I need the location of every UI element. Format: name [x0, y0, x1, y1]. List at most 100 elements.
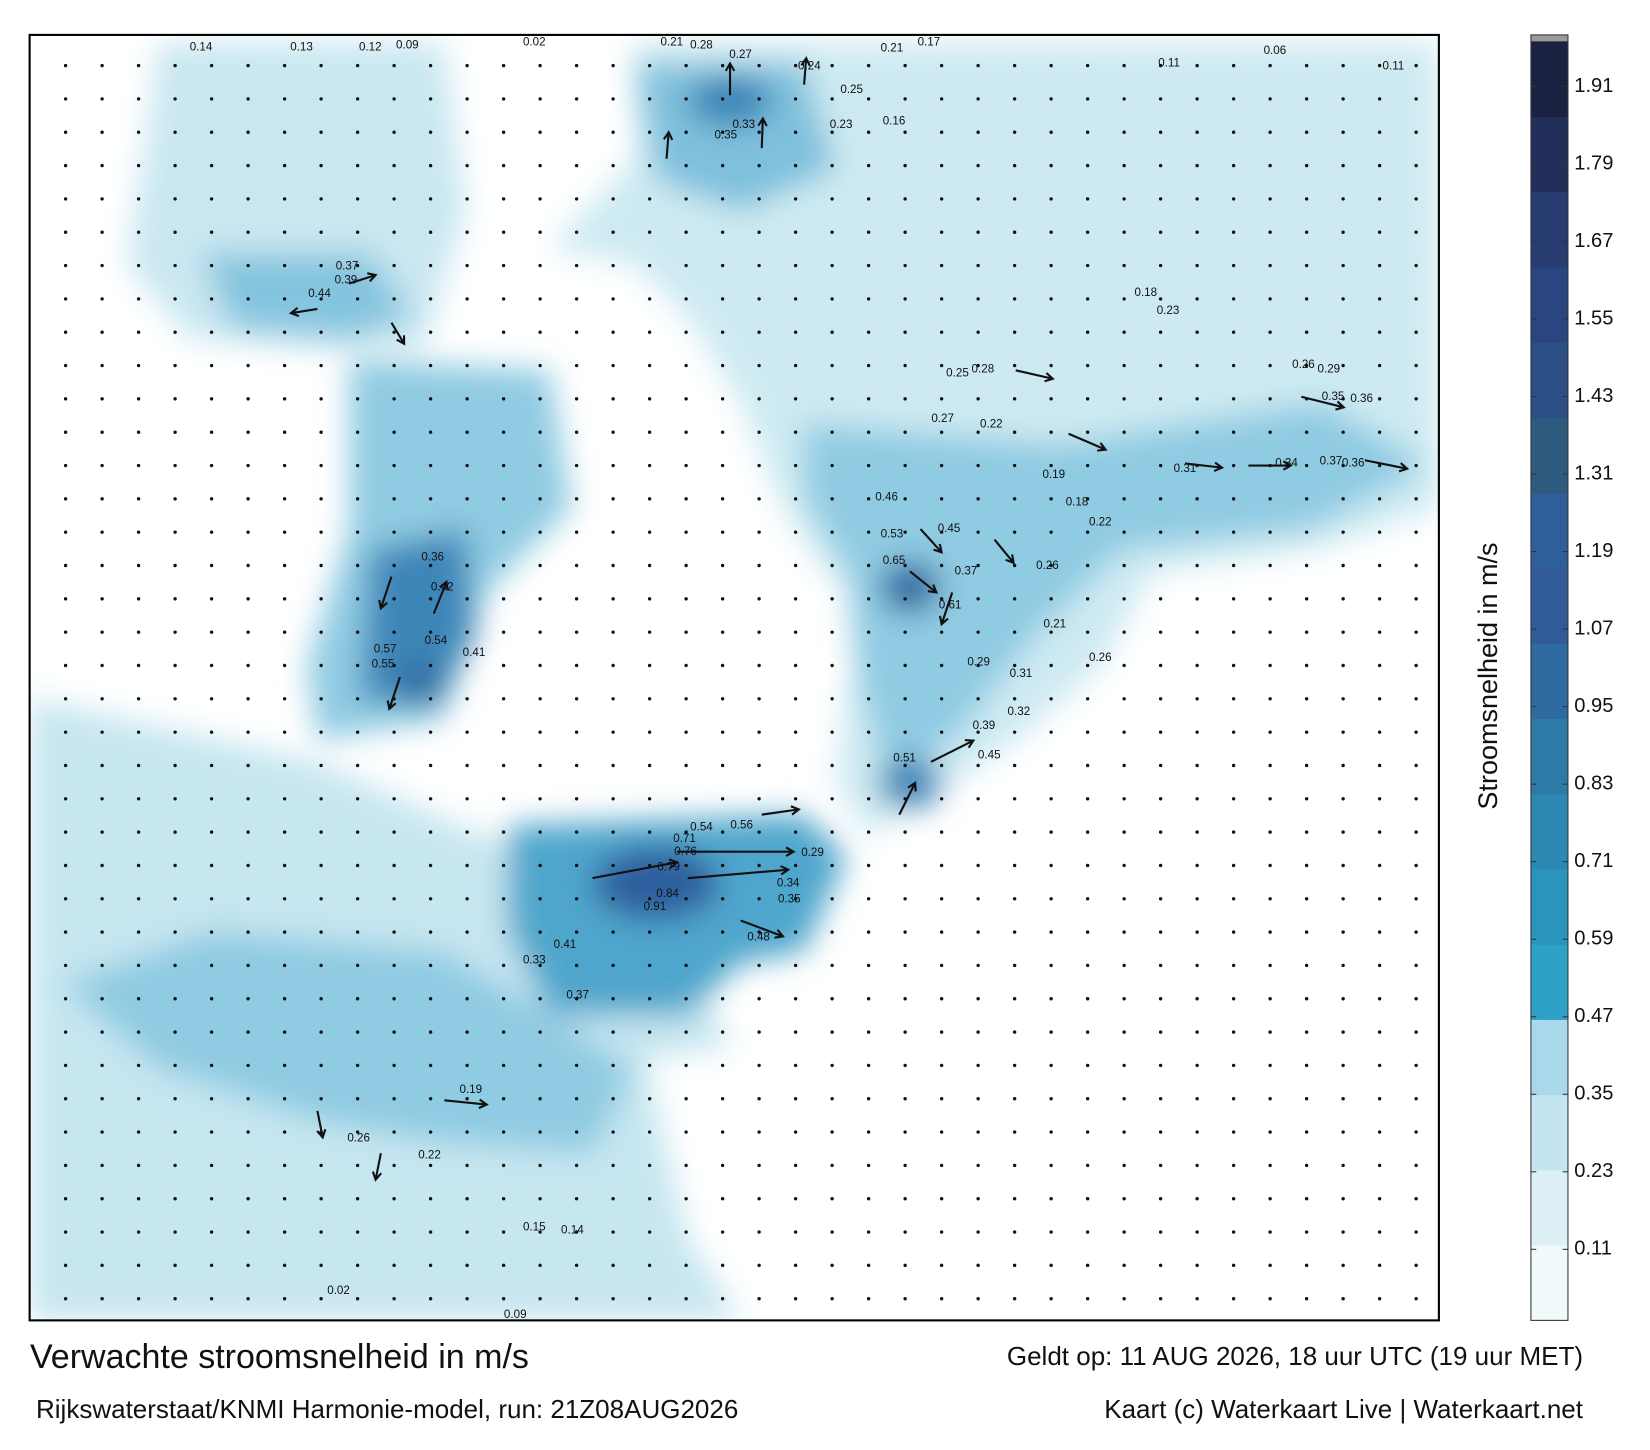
grid-dot: [720, 330, 725, 334]
grid-dot: [100, 263, 104, 268]
grid-dot: [392, 1230, 396, 1234]
grid-dot: [282, 263, 287, 268]
grid-dot: [173, 1230, 177, 1234]
grid-dot: [355, 697, 360, 701]
grid-dot: [720, 663, 725, 668]
grid-dot: [355, 797, 360, 801]
grid-dot: [1414, 863, 1418, 868]
grid-dot: [903, 463, 907, 468]
grid-dot: [1085, 797, 1090, 801]
grid-dot: [209, 363, 214, 368]
grid-dot: [173, 297, 177, 301]
grid-dot: [319, 763, 323, 768]
current-arrow: [592, 858, 680, 880]
grid-dot: [246, 1230, 250, 1234]
current-arrow: [1248, 460, 1293, 471]
grid-dot: [1122, 230, 1126, 234]
grid-dot: [246, 230, 250, 234]
grid-dot: [392, 730, 396, 734]
speed-label: 0.39: [973, 719, 996, 732]
grid-dot: [720, 697, 725, 701]
grid-dot: [428, 1197, 433, 1201]
grid-dot: [793, 963, 798, 968]
grid-dot: [793, 897, 798, 901]
grid-dot: [647, 1030, 652, 1034]
grid-dot: [1085, 430, 1090, 434]
grid-dot: [428, 163, 433, 168]
grid-dot: [757, 630, 761, 634]
grid-dot: [1049, 130, 1053, 134]
grid-dot: [538, 363, 542, 368]
grid-dot: [793, 763, 798, 768]
grid-dot: [1012, 997, 1017, 1001]
grid-dot: [63, 1230, 68, 1234]
grid-dot: [1414, 797, 1418, 801]
grid-dot: [1158, 663, 1163, 668]
grid-dot: [173, 863, 177, 868]
grid-dot: [830, 797, 834, 801]
grid-dot: [319, 1297, 323, 1301]
grid-dot: [830, 663, 834, 668]
grid-dot: [63, 630, 68, 634]
speed-label: 0.06: [1264, 44, 1287, 57]
grid-dot: [100, 1063, 104, 1068]
grid-dot: [1049, 397, 1053, 401]
grid-dot: [392, 363, 396, 368]
grid-dot: [246, 597, 250, 601]
grid-dot: [866, 230, 871, 234]
grid-dot: [976, 497, 980, 501]
speed-label: 0.29: [1318, 362, 1341, 375]
grid-dot: [976, 297, 980, 301]
grid-dot: [465, 897, 469, 901]
grid-dot: [574, 1230, 579, 1234]
grid-dot: [1341, 997, 1345, 1001]
grid-dot: [976, 697, 980, 701]
grid-dot: [63, 263, 68, 268]
colorbar-tick-label: 0.35: [1574, 1083, 1613, 1105]
grid-dot: [1195, 1230, 1199, 1234]
grid-dot: [1341, 163, 1345, 168]
grid-dot: [1304, 430, 1309, 434]
colorbar-cap: [1530, 34, 1568, 42]
grid-dot: [1195, 797, 1199, 801]
grid-dot: [319, 263, 323, 268]
grid-dot: [1231, 797, 1236, 801]
current-arrow: [740, 919, 785, 939]
grid-dot: [611, 1163, 615, 1168]
grid-dot: [574, 897, 579, 901]
grid-dot: [501, 830, 506, 834]
grid-dot: [1049, 697, 1053, 701]
grid-dot: [647, 397, 652, 401]
grid-dot: [1268, 797, 1272, 801]
grid-dot: [246, 863, 250, 868]
grid-dot: [793, 97, 798, 101]
grid-dot: [903, 1197, 907, 1201]
grid-dot: [209, 930, 214, 934]
grid-dot: [1341, 597, 1345, 601]
grid-dot: [793, 1197, 798, 1201]
grid-dot: [1158, 1263, 1163, 1268]
grid-dot: [611, 363, 615, 368]
grid-dot: [136, 597, 141, 601]
grid-dot: [1377, 1263, 1382, 1268]
current-arrow: [1015, 369, 1055, 383]
grid-dot: [136, 1197, 141, 1201]
grid-dot: [684, 1130, 688, 1134]
colorbar-band: [1530, 1169, 1568, 1246]
grid-dot: [1158, 1230, 1163, 1234]
grid-dot: [1268, 730, 1272, 734]
colorbar-label: Stroomsnelheid in m/s: [1473, 542, 1503, 809]
grid-dot: [1268, 63, 1272, 68]
colorbar-band: [1530, 1094, 1568, 1171]
current-arrow: [1184, 461, 1225, 472]
grid-dot: [903, 997, 907, 1001]
colorbar-band: [1530, 417, 1568, 494]
grid-dot: [684, 1263, 688, 1268]
grid-dot: [720, 1063, 725, 1068]
grid-dot: [1195, 363, 1199, 368]
grid-dot: [538, 963, 542, 968]
grid-dot: [63, 730, 68, 734]
grid-dot: [684, 1197, 688, 1201]
grid-dot: [903, 97, 907, 101]
grid-dot: [976, 763, 980, 768]
